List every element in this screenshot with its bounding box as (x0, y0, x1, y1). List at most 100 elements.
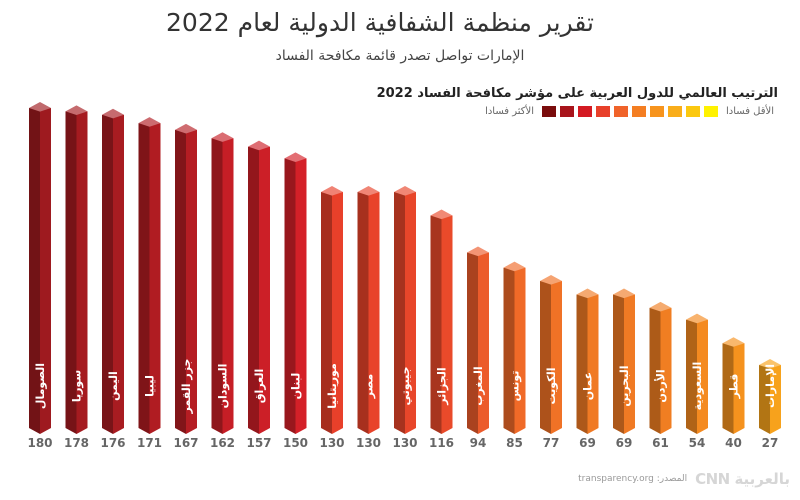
bar-country-label: عمان (582, 372, 595, 400)
bar-country-label: العراق (253, 369, 266, 404)
bar-value-label: 180 (27, 436, 52, 450)
bar-right-face (368, 192, 380, 434)
cnn-arabic-logo: CNN بالعربية (695, 470, 790, 488)
bar-left-face (248, 146, 259, 434)
bar-top-cap (722, 337, 745, 347)
legend-swatch (704, 106, 718, 117)
bar-value-label: 171 (137, 436, 162, 450)
bar-left-face (722, 343, 734, 434)
bar-group: الأردن 61 (649, 301, 672, 450)
chart-title: الترتيب العالمي للدول العربية على مؤشر م… (376, 86, 778, 101)
bar-right-face (587, 294, 599, 434)
bar-country-label: سوريا (71, 370, 84, 402)
bar-country-label: اليمن (107, 371, 120, 401)
bar-group: ليبيا 171 (137, 117, 162, 450)
bar-top-cap (321, 186, 343, 196)
bar-right-face (733, 343, 745, 434)
bar-left-face (394, 192, 405, 434)
bar-group: الصومال 180 (27, 102, 53, 450)
bar-country-label: تونس (509, 371, 522, 402)
legend-swatch (668, 106, 682, 117)
bar-value-label: 69 (579, 436, 596, 450)
bar-group: السودان 162 (210, 132, 235, 450)
bar-group: سوريا 178 (64, 105, 89, 450)
bar-top-cap (211, 132, 234, 142)
bar-group: البحرين 69 (613, 288, 635, 450)
bar-top-cap (759, 359, 781, 369)
legend-most-label: الأكثر فسادا (485, 106, 534, 117)
bar-right-face (113, 114, 124, 434)
bar-top-cap (394, 186, 416, 196)
bar-top-cap (576, 288, 599, 299)
bar-left-face (29, 108, 40, 434)
bar-group: الكويت 77 (540, 275, 562, 450)
bar-country-label: جزر القمر (180, 359, 193, 415)
bar-group: الجزائر 116 (429, 209, 454, 450)
bar-value-label: 54 (689, 436, 706, 450)
bar-left-face (102, 114, 113, 434)
bar-right-face (40, 108, 51, 434)
legend-swatch (596, 106, 610, 117)
bar-left-face (503, 267, 515, 434)
bar-value-label: 176 (100, 436, 125, 450)
legend-swatches (542, 106, 718, 117)
bar-left-face (686, 319, 697, 434)
legend: الأقل فسادا الأكثر فسادا (481, 106, 778, 117)
bar-country-label: لبنان (290, 373, 303, 400)
bar-left-face (540, 281, 551, 434)
bar-left-face (759, 365, 770, 434)
infographic-title: تقرير منظمة الشفافية الدولية لعام 2022 (166, 8, 594, 37)
bar-top-cap (29, 102, 51, 112)
bar-group: المغرب 94 (467, 246, 489, 450)
bar-country-label: الإمارات (764, 364, 777, 408)
bar-left-face (430, 215, 442, 434)
legend-swatch (632, 106, 646, 117)
bar-group: موريتانيا 130 (319, 186, 345, 450)
bar-top-cap (102, 108, 124, 119)
bar-group: العراق 157 (246, 140, 272, 450)
legend-swatch (578, 106, 592, 117)
legend-swatch (614, 106, 628, 117)
legend-least-label: الأقل فسادا (726, 106, 774, 117)
bar-country-label: قطر (728, 374, 741, 400)
bar-top-cap (65, 105, 88, 115)
bar-top-cap (248, 140, 270, 151)
bar-left-face (467, 252, 478, 434)
bar-right-face (770, 365, 781, 434)
bar-group: تونس 85 (503, 261, 526, 450)
bar-country-label: المغرب (472, 366, 485, 405)
bar-left-face (576, 294, 588, 434)
bar-value-label: 61 (652, 436, 669, 450)
infographic-subtitle: الإمارات تواصل تصدر قائمة مكافحة الفساد (275, 48, 525, 64)
bar-left-face (65, 111, 77, 435)
bar-value-label: 178 (64, 436, 89, 450)
bar-country-label: جيبوتي (399, 366, 412, 405)
bar-value-label: 130 (319, 436, 344, 450)
bar-country-label: موريتانيا (326, 363, 339, 409)
bar-left-face (211, 138, 223, 435)
bar-group: جيبوتي 130 (392, 186, 418, 450)
bar-country-label: الكويت (545, 368, 558, 405)
bar-right-face (186, 129, 197, 434)
bar-right-face (551, 281, 562, 434)
bar-left-face (357, 192, 369, 434)
bar-right-face (259, 146, 270, 434)
bar-country-label: الصومال (34, 363, 47, 409)
bar-group: عمان 69 (576, 288, 599, 450)
bar-group: قطر 40 (722, 337, 745, 450)
bar-group: السعودية 54 (686, 313, 708, 450)
legend-swatch (686, 106, 700, 117)
source-credit: المصدر: transparency.org (578, 474, 688, 484)
bar-value-label: 27 (762, 436, 779, 450)
bar-top-cap (467, 246, 489, 257)
legend-swatch (542, 106, 556, 117)
bar-value-label: 167 (173, 436, 198, 450)
bar-left-face (649, 307, 661, 434)
bar-right-face (332, 192, 343, 434)
bar-right-face (514, 267, 526, 434)
bar-country-label: ليبيا (144, 375, 157, 397)
bar-left-face (138, 123, 150, 435)
bar-group: اليمن 176 (100, 108, 126, 450)
bar-value-label: 130 (356, 436, 381, 450)
